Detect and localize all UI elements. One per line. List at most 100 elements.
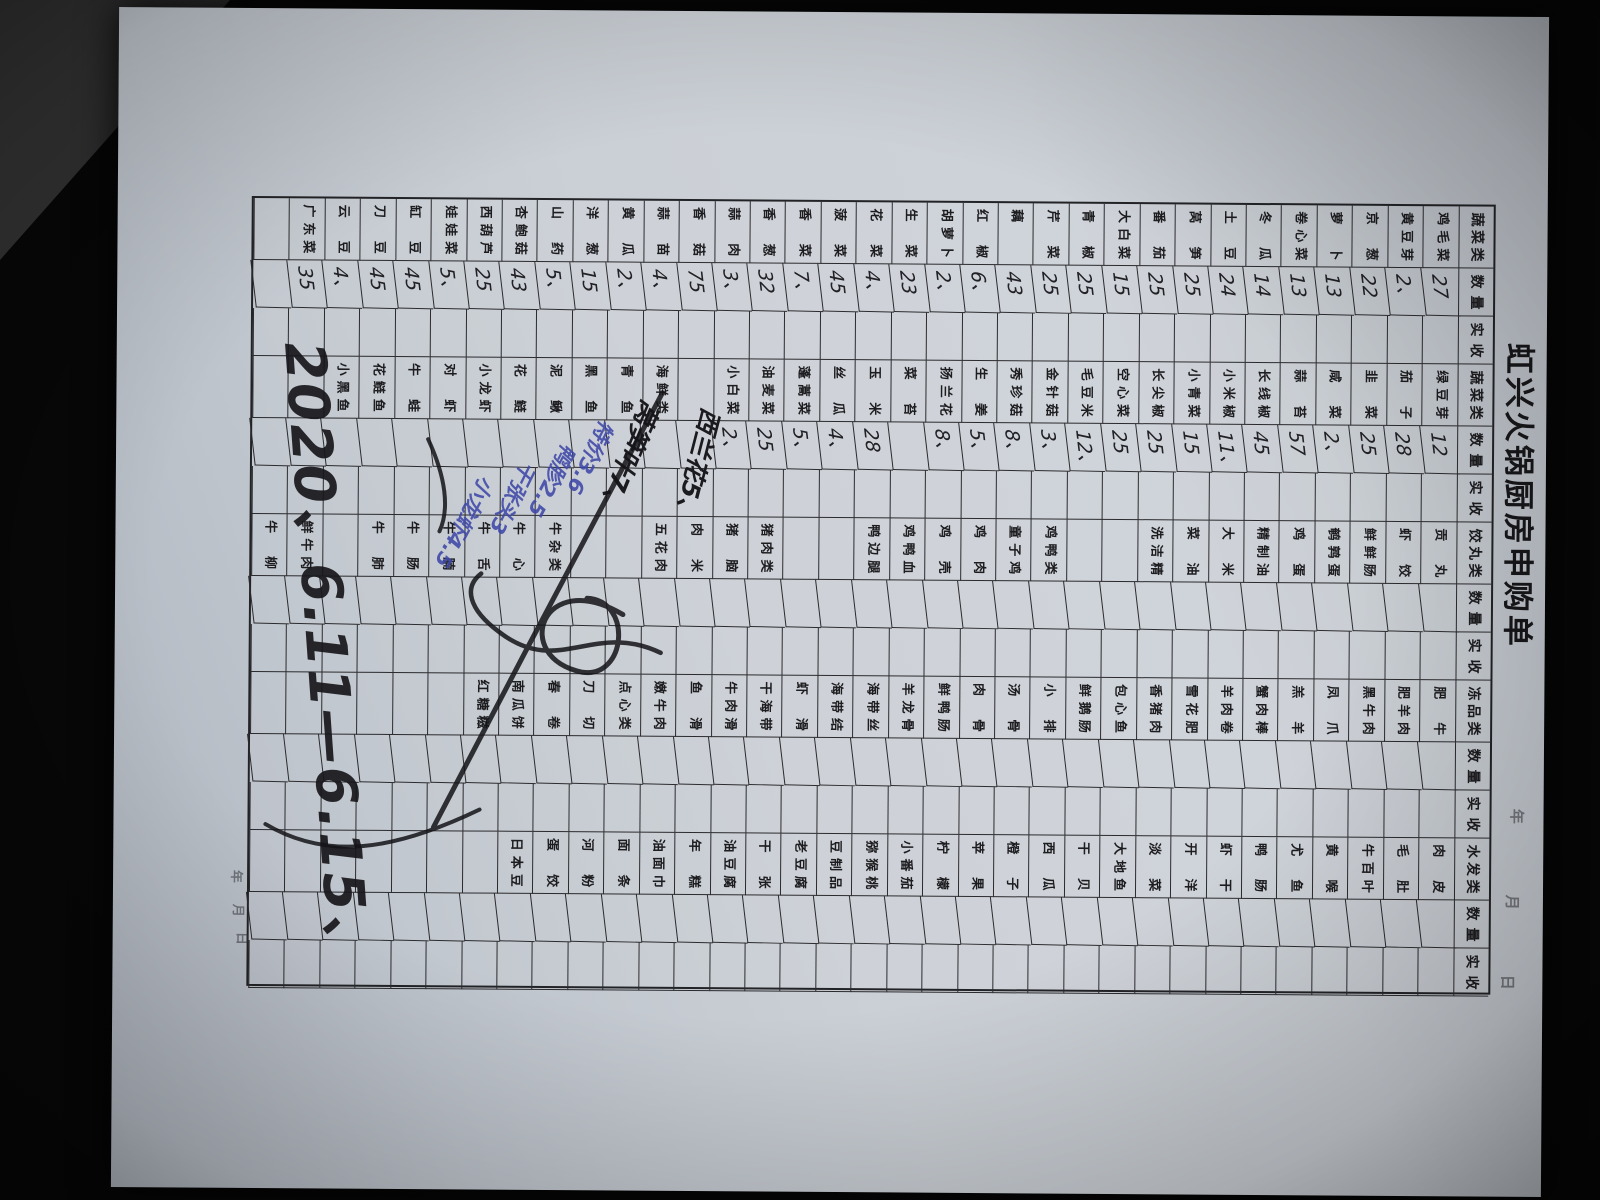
qty-cell: 45 bbox=[817, 263, 859, 313]
qty-cell: 25 bbox=[1134, 423, 1177, 473]
received-cell bbox=[819, 311, 856, 361]
received-cell bbox=[992, 945, 1029, 994]
received-cell bbox=[783, 469, 819, 518]
item-cell: 油面巾 bbox=[638, 832, 675, 895]
received-cell bbox=[1311, 947, 1347, 996]
item-cell: 汤骨 bbox=[994, 677, 1030, 740]
item-cell: 长线椒 bbox=[1244, 362, 1281, 426]
top-date-day-label: 日 bbox=[1498, 974, 1517, 990]
item-cell: 日本豆腐 bbox=[496, 831, 533, 894]
received-cell bbox=[708, 943, 745, 992]
received-cell bbox=[1131, 897, 1173, 947]
item-cell: 莴笋 bbox=[1174, 204, 1211, 267]
received-cell bbox=[1203, 740, 1245, 790]
item-cell: 萝卜 bbox=[1316, 205, 1353, 268]
received-cell bbox=[1100, 629, 1137, 679]
received-cell bbox=[531, 941, 568, 991]
item-cell: 蛋饺 bbox=[532, 831, 569, 895]
received-cell bbox=[1098, 945, 1135, 995]
item-cell: 干贝 bbox=[1063, 835, 1100, 898]
received-cell bbox=[250, 623, 287, 673]
item-cell: 芹菜 bbox=[1032, 203, 1069, 266]
received-cell bbox=[1029, 629, 1066, 678]
item-cell: 牛肠 bbox=[392, 514, 429, 578]
received-cell bbox=[536, 309, 572, 359]
received-cell bbox=[640, 626, 676, 675]
received-cell bbox=[1313, 631, 1350, 680]
item-cell: 黄豆芽 bbox=[1387, 205, 1423, 269]
item-cell: 生菜 bbox=[891, 202, 927, 265]
received-cell bbox=[673, 578, 715, 628]
received-cell bbox=[1026, 739, 1068, 788]
received-cell bbox=[566, 578, 609, 627]
received-cell bbox=[741, 895, 784, 944]
received-cell bbox=[394, 308, 431, 358]
item-cell: 鸡鸭血 bbox=[888, 518, 925, 581]
received-cell bbox=[530, 735, 572, 785]
header-cell: 水发类 bbox=[1453, 838, 1490, 901]
item-cell: 年糕 bbox=[674, 832, 710, 896]
qty-cell: 25 bbox=[1171, 266, 1213, 315]
qty-cell bbox=[886, 422, 929, 471]
received-cell bbox=[813, 737, 856, 787]
item-cell: 咸菜 bbox=[1315, 363, 1351, 426]
received-cell bbox=[1421, 316, 1458, 365]
header-cell: 数量 bbox=[1455, 584, 1492, 633]
item-cell: 小龙虾 bbox=[464, 357, 501, 420]
received-cell bbox=[990, 738, 1033, 788]
item-cell: 对虾 bbox=[429, 357, 466, 420]
received-cell bbox=[1132, 739, 1174, 789]
received-cell bbox=[1205, 788, 1242, 837]
item-cell: 黄喉 bbox=[1311, 837, 1348, 900]
received-cell bbox=[1315, 315, 1352, 364]
qty-cell: 15 bbox=[569, 262, 611, 311]
item-cell: 干张 bbox=[744, 833, 781, 896]
received-cell bbox=[744, 579, 786, 628]
item-cell: 肉骨 bbox=[958, 676, 995, 740]
received-cell bbox=[677, 310, 714, 360]
item-cell: 虾滑 bbox=[781, 675, 818, 738]
received-cell bbox=[959, 628, 995, 678]
item-cell: 卷心菜 bbox=[1280, 205, 1317, 268]
received-cell bbox=[391, 782, 427, 832]
received-cell bbox=[636, 736, 678, 786]
received-cell bbox=[639, 784, 675, 833]
item-cell bbox=[250, 671, 286, 735]
qty-cell: 15 bbox=[1170, 424, 1212, 473]
received-cell bbox=[848, 896, 890, 945]
received-cell bbox=[817, 627, 854, 677]
qty-cell: 25 bbox=[462, 261, 505, 310]
item-cell: 山药 bbox=[536, 199, 573, 263]
received-cell bbox=[1417, 948, 1454, 997]
received-cell bbox=[1208, 472, 1244, 521]
received-cell bbox=[1419, 632, 1456, 681]
qty-cell: 27 bbox=[1419, 267, 1461, 317]
received-cell bbox=[497, 783, 534, 832]
qty-cell: 5、 bbox=[780, 421, 822, 471]
received-cell bbox=[601, 736, 643, 785]
qty-cell: 25 bbox=[1347, 425, 1389, 475]
received-cell bbox=[1172, 472, 1209, 521]
item-cell: 扬兰花 bbox=[925, 360, 962, 423]
received-cell bbox=[1133, 946, 1170, 995]
item-cell: 苹果 bbox=[957, 834, 994, 898]
item-cell: 冬瓜 bbox=[1245, 204, 1282, 268]
received-cell bbox=[924, 470, 961, 519]
received-cell bbox=[960, 470, 996, 520]
item-cell: 花鲢 bbox=[500, 357, 537, 420]
received-cell bbox=[851, 786, 888, 835]
item-cell: 韭菜 bbox=[1350, 363, 1387, 426]
qty-cell: 22 bbox=[1348, 267, 1390, 317]
received-cell bbox=[1308, 899, 1350, 948]
qty-cell: 13 bbox=[1277, 266, 1319, 316]
item-cell: 青椒 bbox=[1068, 203, 1105, 266]
received-cell bbox=[1279, 473, 1315, 522]
received-cell bbox=[1274, 740, 1316, 790]
received-cell bbox=[429, 309, 466, 358]
received-cell bbox=[1312, 789, 1348, 838]
qty-cell: 2、 bbox=[1312, 425, 1354, 474]
purchase-form-paper: 虹兴火锅厨房申购单 年 月 日 蔬菜类 数量 实收 蔬菜类 数量 实收 饺丸类 数量 实收 冻品类… bbox=[110, 7, 1550, 1197]
received-cell bbox=[780, 785, 817, 834]
received-cell bbox=[992, 580, 1034, 630]
item-cell: 橙子 bbox=[992, 835, 1029, 898]
